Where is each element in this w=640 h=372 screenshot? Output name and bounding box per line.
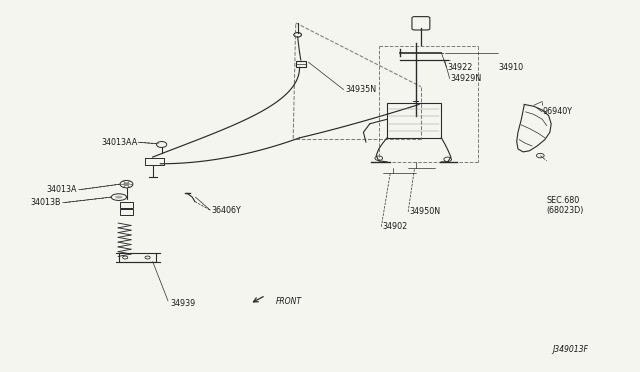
Text: 34013B: 34013B (31, 198, 61, 207)
Text: (68023D): (68023D) (547, 206, 584, 215)
Text: 34013A: 34013A (47, 185, 77, 194)
Text: 34902: 34902 (383, 222, 408, 231)
Text: 36406Y: 36406Y (211, 206, 241, 215)
Text: 34929N: 34929N (451, 74, 482, 83)
Text: 34922: 34922 (448, 63, 473, 72)
Text: 34950N: 34950N (410, 208, 440, 217)
Ellipse shape (115, 196, 123, 199)
Text: 34013AA: 34013AA (102, 138, 138, 147)
Text: 96940Y: 96940Y (542, 108, 572, 116)
Text: 34939: 34939 (170, 299, 195, 308)
Text: 34910: 34910 (499, 63, 524, 72)
Circle shape (124, 182, 130, 186)
Text: J349013F: J349013F (552, 345, 588, 354)
Text: 34935N: 34935N (346, 85, 377, 94)
Text: SEC.680: SEC.680 (547, 196, 580, 205)
Text: FRONT: FRONT (275, 297, 301, 306)
